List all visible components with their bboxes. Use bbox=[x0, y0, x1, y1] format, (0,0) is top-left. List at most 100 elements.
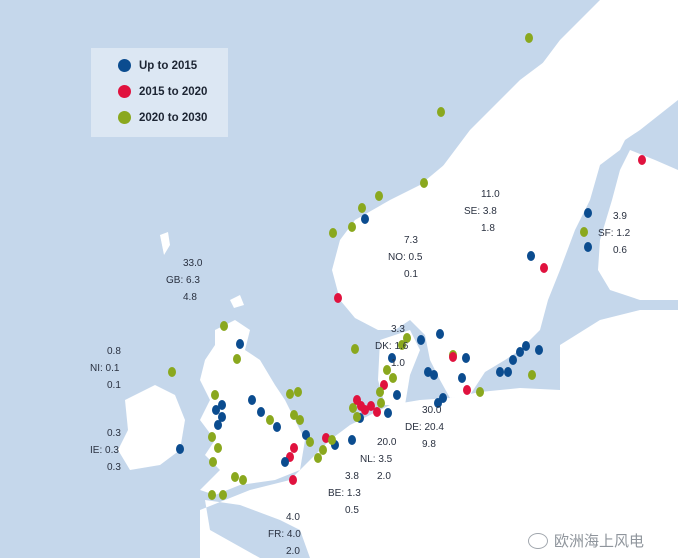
wind-farm-marker bbox=[328, 435, 336, 445]
wind-farm-marker bbox=[289, 475, 297, 485]
wind-farm-marker bbox=[329, 228, 337, 238]
blue-dot-icon bbox=[118, 59, 131, 72]
wind-farm-marker bbox=[462, 353, 470, 363]
wind-farm-marker bbox=[476, 387, 484, 397]
wind-farm-marker bbox=[302, 430, 310, 440]
stat-dk-bottom: 1.0 bbox=[391, 358, 405, 369]
wind-farm-marker bbox=[218, 400, 226, 410]
red-dot-icon bbox=[118, 85, 131, 98]
ireland bbox=[118, 385, 185, 470]
stat-no-mid: NO: 0.5 bbox=[388, 252, 423, 263]
stat-se-bottom: 1.8 bbox=[481, 223, 495, 234]
wind-farm-marker bbox=[522, 341, 530, 351]
wind-farm-marker bbox=[233, 354, 241, 364]
stat-de-bottom: 9.8 bbox=[422, 439, 436, 450]
stat-dk-top: 3.3 bbox=[391, 324, 405, 335]
wind-farm-marker bbox=[436, 329, 444, 339]
wind-farm-marker bbox=[266, 415, 274, 425]
wind-farm-marker bbox=[496, 367, 504, 377]
legend-label: 2015 to 2020 bbox=[139, 85, 208, 98]
wind-farm-marker bbox=[373, 407, 381, 417]
wind-farm-marker bbox=[290, 410, 298, 420]
wind-farm-marker bbox=[236, 339, 244, 349]
wind-farm-marker bbox=[220, 321, 228, 331]
wind-farm-marker bbox=[509, 355, 517, 365]
wind-farm-marker bbox=[349, 403, 357, 413]
wind-farm-marker bbox=[393, 390, 401, 400]
land bbox=[118, 0, 678, 558]
legend-item-up-to-2015: Up to 2015 bbox=[118, 59, 197, 72]
green-dot-icon bbox=[118, 111, 131, 124]
wind-farm-marker bbox=[219, 490, 227, 500]
wind-farm-marker bbox=[334, 293, 342, 303]
stat-sf-top: 3.9 bbox=[613, 211, 627, 222]
wind-farm-marker bbox=[296, 415, 304, 425]
wind-farm-marker bbox=[528, 370, 536, 380]
wind-farm-marker bbox=[504, 367, 512, 377]
wind-farm-marker bbox=[212, 405, 220, 415]
stat-sf-mid: SF: 1.2 bbox=[598, 228, 631, 239]
wind-farm-marker bbox=[273, 422, 281, 432]
stat-de-mid: DE: 20.4 bbox=[405, 422, 444, 433]
wechat-icon bbox=[528, 532, 548, 549]
wind-farm-marker bbox=[239, 475, 247, 485]
wind-farm-marker bbox=[361, 405, 369, 415]
baltic-east bbox=[560, 310, 678, 400]
stat-ie-mid: IE: 0.3 bbox=[90, 445, 119, 456]
wind-farm-marker bbox=[375, 191, 383, 201]
legend: Up to 2015 2015 to 2020 2020 to 2030 bbox=[91, 48, 228, 137]
wind-farm-marker bbox=[384, 408, 392, 418]
wind-farm-marker bbox=[383, 365, 391, 375]
wind-farm-marker bbox=[319, 445, 327, 455]
stat-nl-mid: NL: 3.5 bbox=[360, 454, 393, 465]
watermark-text: 欧洲海上风电 bbox=[554, 533, 645, 550]
wind-farm-marker bbox=[176, 444, 184, 454]
stat-ie-top: 0.3 bbox=[107, 428, 121, 439]
stat-no-bottom: 0.1 bbox=[404, 269, 418, 280]
legend-label: 2020 to 2030 bbox=[139, 111, 208, 124]
stat-be-mid: BE: 1.3 bbox=[328, 488, 361, 499]
wind-farm-marker bbox=[389, 373, 397, 383]
orkney bbox=[230, 295, 244, 308]
denmark bbox=[378, 330, 420, 405]
stat-gb-top: 33.0 bbox=[183, 258, 203, 269]
wind-farm-marker bbox=[380, 380, 388, 390]
wind-farm-marker bbox=[248, 395, 256, 405]
wind-farm-dots bbox=[168, 33, 646, 500]
wind-farm-marker bbox=[580, 227, 588, 237]
stat-ie-bottom: 0.3 bbox=[107, 462, 121, 473]
wind-farm-marker bbox=[398, 340, 406, 350]
wind-farm-marker bbox=[638, 155, 646, 165]
stat-de-top: 30.0 bbox=[422, 405, 442, 416]
shetland bbox=[160, 232, 170, 255]
wind-farm-marker bbox=[322, 433, 330, 443]
wind-farm-marker bbox=[424, 367, 432, 377]
wind-farm-marker bbox=[218, 412, 226, 422]
wind-farm-marker bbox=[351, 344, 359, 354]
stat-sf-bottom: 0.6 bbox=[613, 245, 627, 256]
wind-farm-marker bbox=[516, 347, 524, 357]
stat-fr-bottom: 2.0 bbox=[286, 546, 300, 557]
wind-farm-marker bbox=[294, 387, 302, 397]
wind-farm-marker bbox=[376, 387, 384, 397]
wind-farm-marker bbox=[437, 107, 445, 117]
stat-gb-mid: GB: 6.3 bbox=[166, 275, 200, 286]
stat-ni-bottom: 0.1 bbox=[107, 380, 121, 391]
wind-farm-marker bbox=[434, 398, 442, 408]
stat-ni-mid: NI: 0.1 bbox=[90, 363, 120, 374]
wind-farm-marker bbox=[211, 390, 219, 400]
wind-farm-marker bbox=[367, 401, 375, 411]
stat-fr-mid: FR: 4.0 bbox=[268, 529, 301, 540]
wind-farm-marker bbox=[388, 353, 396, 363]
wind-farm-marker bbox=[540, 263, 548, 273]
wind-farm-marker bbox=[168, 367, 176, 377]
wind-farm-marker bbox=[377, 398, 385, 408]
wind-farm-marker bbox=[525, 33, 533, 43]
wind-farm-marker bbox=[290, 443, 298, 453]
stat-be-top: 3.8 bbox=[345, 471, 359, 482]
stat-dk-mid: DK: 1.6 bbox=[375, 341, 409, 352]
wind-farm-marker bbox=[527, 251, 535, 261]
wind-farm-marker bbox=[281, 457, 289, 467]
wind-farm-marker bbox=[361, 214, 369, 224]
